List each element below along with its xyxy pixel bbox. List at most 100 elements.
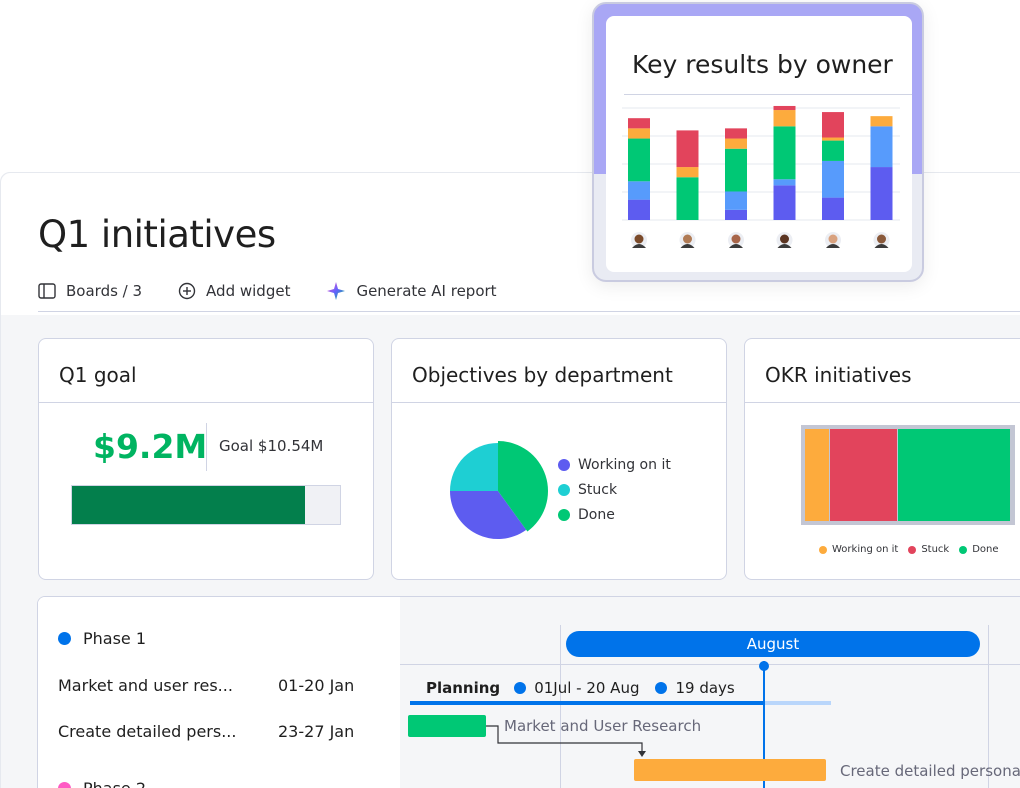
okr-legend-dot (819, 545, 827, 554)
okr-stacked-bar (801, 425, 1015, 525)
goal-current-value: $9.2M (93, 427, 208, 466)
bar-segment-indigo[interactable] (725, 209, 747, 220)
page-title: Q1 initiatives (38, 213, 276, 256)
q1-goal-card[interactable]: Q1 goal $9.2M Goal $10.54M (38, 338, 374, 580)
okr-segment-done[interactable] (897, 429, 1011, 521)
task-name-1[interactable]: Market and user res... (58, 676, 233, 695)
okr-legend-item: Working on it (819, 544, 898, 555)
create-persona-bar-label: Create detailed persona (840, 762, 1020, 780)
bar-segment-working[interactable] (870, 116, 893, 127)
month-header: August (566, 631, 980, 657)
bar-segment-stuck[interactable] (628, 118, 650, 129)
card-divider (392, 402, 726, 403)
bar-segment-done[interactable] (676, 177, 699, 220)
okr-legend-dot (959, 545, 968, 554)
bar-segment-stuck[interactable] (725, 128, 747, 139)
goal-target-text: Goal $10.54M (219, 437, 324, 455)
task-dates-1: 01-20 Jan (278, 676, 355, 695)
owner-avatar[interactable] (728, 232, 744, 248)
bar-segment-done[interactable] (628, 138, 650, 182)
legend-label: Stuck (578, 481, 618, 498)
goal-separator (206, 423, 207, 471)
okr-legend-dot (908, 545, 917, 554)
objectives-title: Objectives by department (412, 363, 673, 387)
gantt-timeline: August Planning 01Jul - 20 Aug 19 days M… (400, 597, 1020, 788)
okr-legend-label: Done (972, 544, 999, 555)
owner-avatar[interactable] (776, 232, 793, 248)
owner-avatar[interactable] (873, 232, 890, 248)
phase-1-dot (58, 632, 71, 645)
planning-days-dot (655, 682, 668, 694)
legend-label: Working on it (578, 456, 671, 473)
bar-segment-blue[interactable] (628, 181, 650, 200)
planning-remaining-bar (765, 701, 831, 705)
add-widget-button[interactable]: Add widget (178, 282, 290, 300)
okr-segment-working-on-it[interactable] (805, 429, 830, 521)
bar-segment-indigo[interactable] (822, 197, 844, 220)
bar-segment-stuck[interactable] (773, 105, 796, 111)
okr-legend-item: Stuck (908, 544, 949, 555)
owner-avatar[interactable] (679, 232, 696, 248)
legend-item: Done (558, 502, 671, 527)
card-divider (39, 402, 373, 403)
bar-segment-indigo[interactable] (773, 185, 796, 220)
toolbar-divider (38, 311, 1020, 312)
boards-icon (38, 283, 56, 299)
bar-segment-working[interactable] (676, 167, 699, 178)
key-results-bar-chart (622, 105, 900, 248)
bar-segment-blue[interactable] (725, 191, 747, 210)
create-persona-bar[interactable] (634, 759, 826, 781)
card-divider (745, 402, 1020, 403)
bar-segment-blue[interactable] (773, 179, 796, 186)
objectives-pie-chart (450, 441, 548, 539)
planning-progress-bar (410, 701, 765, 705)
bar-segment-done[interactable] (822, 140, 844, 161)
planning-dates-dot (514, 682, 527, 694)
plus-circle-icon (178, 282, 196, 300)
bar-segment-working[interactable] (725, 138, 747, 149)
pie-slice-stuck[interactable] (450, 443, 498, 491)
q1-goal-title: Q1 goal (59, 363, 137, 387)
dependency-arrow-icon (486, 725, 646, 757)
okr-segment-stuck[interactable] (829, 429, 898, 521)
boards-button[interactable]: Boards / 3 (38, 282, 142, 300)
gantt-task-list: Phase 1 Market and user res... 01-20 Jan… (38, 597, 400, 788)
phase-1-label: Phase 1 (83, 629, 147, 648)
bar-segment-working[interactable] (773, 110, 796, 127)
bar-segment-done[interactable] (773, 126, 796, 180)
okr-title: OKR initiatives (765, 363, 912, 387)
pie-slice-working-on-it[interactable] (450, 491, 527, 539)
okr-legend-label: Stuck (921, 544, 950, 555)
phase-2-label: Phase 2 (83, 779, 146, 788)
objectives-card[interactable]: Objectives by department Working on it St… (391, 338, 727, 580)
key-results-popup[interactable]: Key results by owner (592, 2, 924, 282)
okr-legend: Working on it Stuck Done (819, 544, 1009, 555)
market-research-bar[interactable] (408, 715, 486, 737)
bar-segment-indigo[interactable] (628, 199, 650, 220)
bar-segment-working[interactable] (628, 128, 650, 139)
bar-segment-done[interactable] (725, 148, 747, 192)
gantt-widget[interactable]: Phase 1 Market and user res... 01-20 Jan… (37, 596, 1020, 788)
timeline-header-divider (400, 664, 1020, 665)
owner-avatar[interactable] (825, 232, 841, 248)
market-research-bar-label: Market and User Research (504, 717, 702, 735)
today-marker-dot (759, 661, 769, 671)
bar-segment-indigo[interactable] (870, 167, 893, 220)
task-name-2[interactable]: Create detailed pers... (58, 722, 237, 741)
objectives-legend: Working on it Stuck Done (558, 452, 671, 527)
ai-report-label: Generate AI report (356, 282, 497, 300)
phase-1-row[interactable]: Phase 1 (58, 629, 146, 648)
okr-bar-segments (805, 429, 1011, 521)
phase-2-row[interactable]: Phase 2 (58, 779, 146, 788)
planning-days: 19 days (675, 679, 735, 697)
bar-segment-working[interactable] (822, 137, 844, 141)
okr-initiatives-card[interactable]: OKR initiatives Working on it Stuck Done (744, 338, 1020, 580)
bar-segment-stuck[interactable] (822, 112, 844, 138)
bar-segment-blue[interactable] (822, 160, 844, 198)
pie-slice-done[interactable] (498, 441, 548, 532)
generate-ai-report-button[interactable]: Generate AI report (326, 281, 497, 301)
bar-segment-stuck[interactable] (676, 130, 699, 168)
bar-segment-blue[interactable] (870, 126, 893, 168)
owner-avatar[interactable] (631, 232, 647, 248)
